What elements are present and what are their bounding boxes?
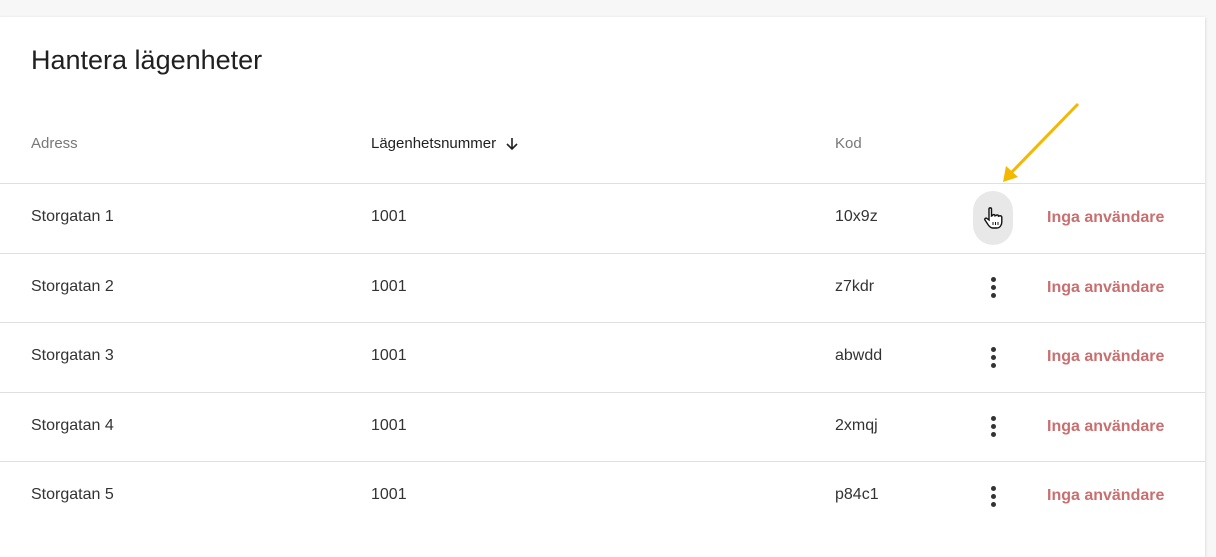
table-row[interactable]: Storgatan 5 1001 p84c1 Inga användare [0,461,1205,531]
table-row[interactable]: Storgatan 4 1001 2xmqj Inga användare [0,391,1205,462]
column-header-number[interactable]: Lägenhetsnummer [371,135,520,152]
users-status[interactable]: Inga användare [1047,487,1165,504]
table-row[interactable]: Storgatan 1 1001 10x9z Inga användare [0,183,1205,253]
cell-code: 10x9z [835,208,878,225]
cell-number: 1001 [371,208,407,225]
column-header-address[interactable]: Adress [31,135,78,152]
row-menu-button[interactable] [973,337,1013,377]
cell-number: 1001 [371,277,407,295]
more-vert-icon [990,416,996,437]
row-menu-button[interactable] [973,407,1013,447]
cell-address: Storgatan 3 [31,347,114,364]
cell-number: 1001 [371,347,407,364]
users-status[interactable]: Inga användare [1047,348,1165,365]
column-header-code[interactable]: Kod [835,135,862,152]
cell-address: Storgatan 2 [31,277,114,295]
cell-code: abwdd [835,347,883,364]
more-vert-icon [990,346,996,368]
cell-number: 1001 [371,416,407,434]
more-vert-icon [990,277,996,298]
cell-code: 2xmqj [835,416,878,434]
hand-pointer-icon [984,207,1003,229]
cell-address: Storgatan 5 [31,486,114,503]
row-menu-button[interactable] [973,191,1013,245]
users-status[interactable]: Inga användare [1047,417,1165,435]
cell-address: Storgatan 1 [31,208,114,225]
table-row[interactable]: Storgatan 2 1001 z7kdr Inga användare [0,252,1205,323]
page-title: Hantera lägenheter [31,45,263,75]
cell-code: z7kdr [835,277,875,295]
users-status[interactable]: Inga användare [1047,209,1165,226]
cell-address: Storgatan 4 [31,416,114,434]
row-menu-button[interactable] [973,476,1013,516]
apartments-card: Hantera lägenheter Adress Lägenhetsnumme… [0,17,1205,557]
cell-code: p84c1 [835,486,879,503]
row-menu-button[interactable] [973,268,1013,308]
arrow-down-icon [506,137,518,150]
column-header-number-label: Lägenhetsnummer [371,135,497,152]
users-status[interactable]: Inga användare [1047,278,1165,296]
table-row[interactable]: Storgatan 3 1001 abwdd Inga användare [0,322,1205,392]
more-vert-icon [990,485,996,507]
cell-number: 1001 [371,486,407,503]
